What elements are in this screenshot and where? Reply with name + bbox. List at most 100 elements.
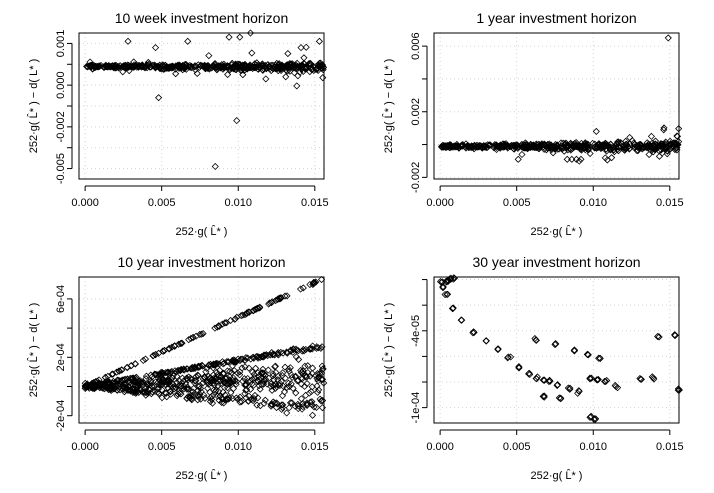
data-point: [283, 383, 291, 392]
data-point: [280, 388, 289, 396]
data-point: [169, 383, 177, 391]
data-point: [308, 398, 316, 406]
data-point: [261, 396, 269, 404]
data-point: [469, 329, 477, 337]
data-point: [248, 368, 257, 376]
data-point: [282, 73, 290, 81]
data-point: [566, 384, 574, 392]
data-point: [314, 344, 323, 352]
data-point: [292, 389, 300, 397]
data-point: [183, 383, 192, 391]
data-point: [517, 141, 526, 149]
panel-4: 30 year investment horizon 0.000 0.005 0.01…: [381, 254, 683, 482]
data-point: [248, 375, 256, 383]
data-point: [144, 385, 153, 393]
data-point: [572, 155, 580, 163]
data-point: [179, 62, 187, 70]
y-tick-label: 0.006: [410, 32, 422, 60]
data-point: [259, 64, 268, 73]
data-point: [192, 372, 200, 381]
data-point: [319, 396, 327, 405]
data-point: [185, 336, 193, 344]
data-point: [317, 344, 325, 352]
data-point: [660, 124, 668, 132]
data-point: [453, 142, 461, 151]
data-point: [95, 62, 104, 70]
data-point: [120, 388, 128, 396]
data-point: [298, 347, 306, 355]
data-point: [285, 63, 293, 71]
x-axis: 0.000 0.005 0.010 0.015 252·g( L̂* ): [71, 185, 329, 238]
data-point: [125, 386, 133, 394]
data-point: [112, 368, 121, 376]
data-point: [214, 360, 222, 368]
data-point: [459, 142, 467, 150]
x-axis-label: 252·g( L̂* ): [531, 224, 583, 238]
data-point: [278, 371, 286, 380]
data-point: [168, 367, 176, 376]
x-axis: 0.000 0.005 0.010 0.015 252·g( L̂* ): [426, 185, 684, 238]
data-point: [130, 62, 138, 71]
data-point: [239, 71, 247, 79]
data-point: [254, 65, 262, 73]
data-point: [269, 370, 277, 378]
data-point: [570, 346, 579, 354]
data-point: [227, 389, 235, 397]
data-point: [254, 354, 262, 362]
y-tick-label: -1e-04: [410, 392, 422, 424]
data-point: [271, 63, 279, 71]
x-axis-label: 252·g( L̂* ): [176, 468, 228, 482]
data-point: [113, 386, 121, 394]
data-point: [512, 141, 520, 149]
data-point: [104, 372, 112, 380]
data-point: [249, 307, 257, 315]
data-point: [620, 142, 629, 150]
data-point: [636, 374, 644, 383]
data-point: [299, 284, 307, 292]
data-point: [306, 59, 314, 68]
x-tick-label: 0.010: [579, 441, 607, 453]
data-point: [237, 311, 245, 320]
data-point: [248, 49, 256, 57]
data-point: [297, 366, 305, 375]
y-axis: -1e-04 -4e-05 252·g( L̂* ) − d( L* ): [381, 279, 428, 424]
data-point: [269, 64, 277, 72]
data-point: [577, 155, 585, 163]
data-point: [209, 364, 217, 372]
x-tick-label: 0.000: [426, 441, 454, 453]
data-point: [270, 350, 278, 358]
data-point: [132, 389, 140, 397]
data-point: [192, 377, 200, 385]
data-point: [313, 382, 321, 390]
data-point: [223, 358, 231, 366]
data-point: [196, 330, 204, 338]
data-point: [500, 141, 508, 149]
data-points: [83, 29, 328, 171]
data-point: [170, 385, 178, 393]
data-point: [155, 381, 163, 389]
data-point: [308, 411, 317, 419]
data-point: [199, 375, 207, 383]
data-point: [319, 74, 327, 82]
data-point: [107, 386, 115, 395]
data-point: [297, 44, 305, 52]
data-point: [168, 63, 176, 71]
data-point: [614, 384, 622, 392]
data-point: [201, 374, 209, 382]
x-axis-label: 252·g( L̂* ): [531, 468, 583, 482]
data-point: [298, 61, 306, 69]
data-point: [256, 304, 264, 312]
data-point: [141, 388, 149, 397]
data-point: [203, 364, 211, 373]
plot-frame: [78, 276, 325, 424]
y-tick-label: 6e-04: [55, 285, 67, 313]
data-point: [266, 299, 274, 307]
data-point: [279, 382, 287, 390]
data-point: [594, 375, 602, 383]
data-point: [116, 378, 124, 386]
data-point: [647, 132, 656, 140]
data-point: [531, 334, 539, 343]
data-point: [499, 140, 507, 148]
data-point: [135, 62, 143, 70]
data-point: [161, 64, 169, 72]
